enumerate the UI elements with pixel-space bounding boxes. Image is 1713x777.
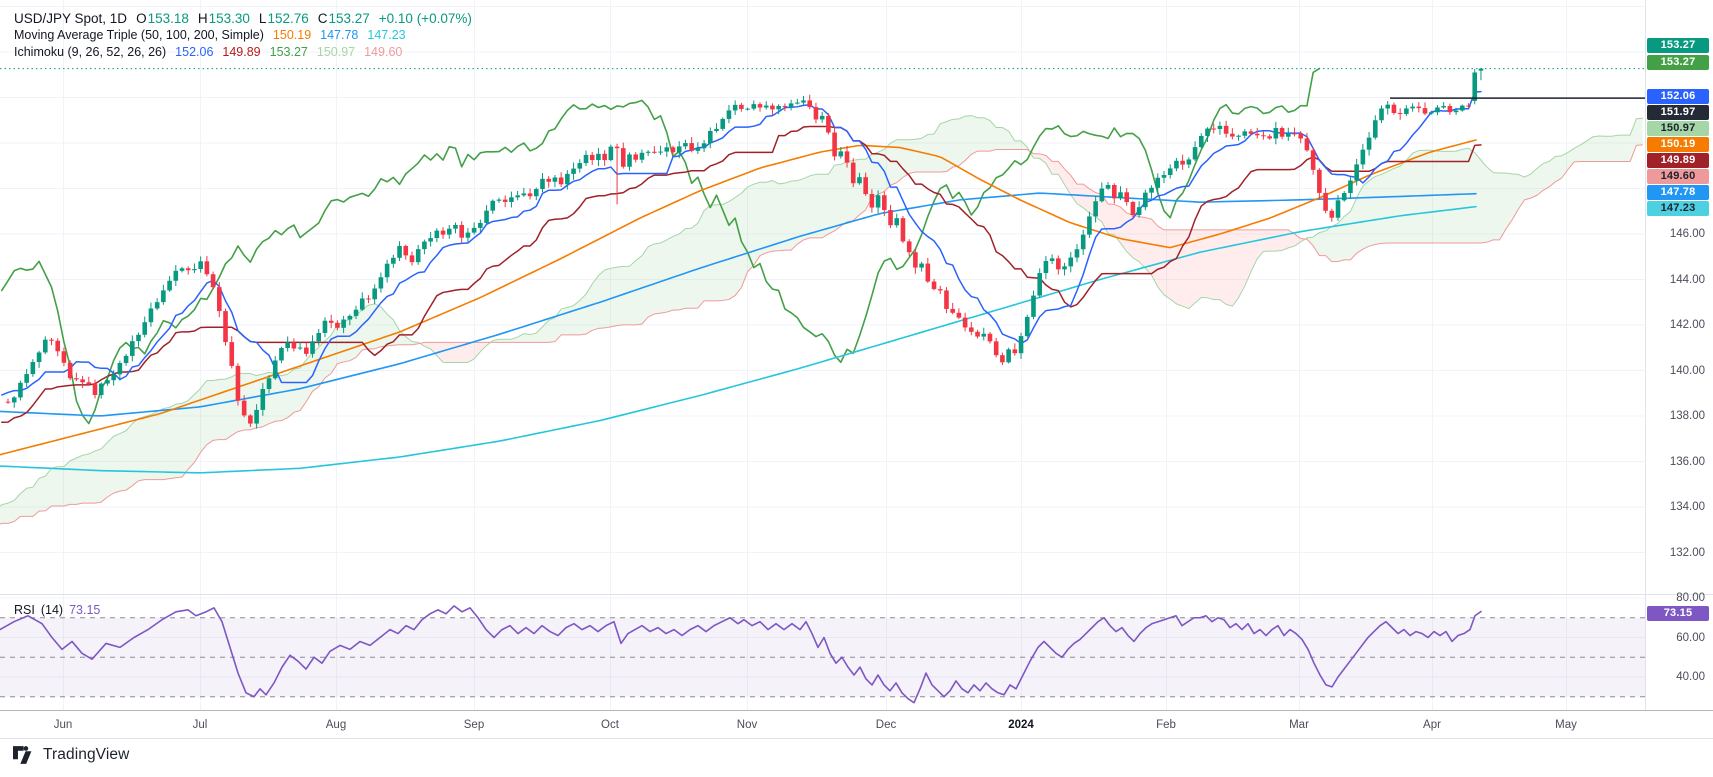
ichimoku-span-b-value: 149.60 (364, 44, 403, 59)
price-change: +0.10 (+0.07%) (378, 10, 472, 26)
tradingview-logo-icon (13, 746, 32, 764)
ichimoku-conversion-value: 152.06 (175, 44, 214, 59)
symbol-legend-row[interactable]: USD/JPY Spot, 1D O 153.18 H 153.30 L 152… (14, 10, 472, 26)
ichimoku-indicator-title: Ichimoku (9, 26, 52, 26, 26) (14, 44, 167, 59)
rsi-title: RSI (14, 603, 35, 617)
ichimoku-lagging-value: 153.27 (269, 44, 308, 59)
ichimoku-span-a-value: 150.97 (316, 44, 356, 59)
rsi-legend-row[interactable]: RSI (14) 73.15 (14, 603, 100, 617)
ohlc-high: H 153.30 (197, 10, 250, 26)
rsi-params: (14) (40, 603, 64, 617)
ohlc-low: L 152.76 (258, 10, 309, 26)
ichimoku-base-value: 149.89 (222, 44, 261, 59)
ichimoku-legend-row[interactable]: Ichimoku (9, 26, 52, 26, 26) 152.06 149.… (14, 44, 472, 60)
symbol-title: USD/JPY Spot, 1D (14, 10, 128, 26)
ma50-value: 150.19 (272, 28, 312, 42)
tradingview-attribution[interactable]: TradingView (13, 745, 129, 765)
ma-indicator-title: Moving Average Triple (50, 100, 200, Sim… (14, 28, 264, 42)
ma200-value: 147.23 (367, 28, 406, 42)
ohlc-close: C 153.27 (317, 10, 370, 26)
ma-legend-row[interactable]: Moving Average Triple (50, 100, 200, Sim… (14, 27, 472, 43)
rsi-value: 73.15 (69, 603, 101, 617)
ohlc-open: O 153.18 (136, 10, 189, 26)
chart-legend: USD/JPY Spot, 1D O 153.18 H 153.30 L 152… (14, 10, 472, 60)
ma100-value: 147.78 (320, 28, 359, 42)
tradingview-logo-text: TradingView (43, 746, 130, 763)
